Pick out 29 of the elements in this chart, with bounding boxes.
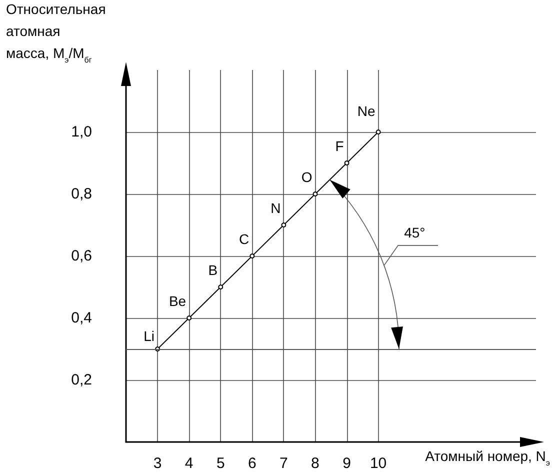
annotation: F <box>335 138 344 154</box>
x-tick-label: 3 <box>153 455 162 472</box>
x-tick-label: 5 <box>216 455 225 472</box>
annotation: Be <box>168 293 186 309</box>
point <box>218 284 224 290</box>
point <box>312 192 318 196</box>
y-tick-label: 0,8 <box>71 186 92 202</box>
x-tick-label: 9 <box>342 455 351 472</box>
point <box>344 160 350 166</box>
annotation: C <box>239 231 250 247</box>
y-tick-label: 0,6 <box>71 248 92 264</box>
y-tick-label: 0,4 <box>71 310 92 326</box>
annotation: 45° <box>404 224 426 240</box>
annotation: Ne <box>357 103 376 119</box>
annotation: N <box>270 200 281 216</box>
point <box>250 254 255 258</box>
annotation: B <box>208 262 218 278</box>
point <box>186 316 192 320</box>
x-tick-label: 6 <box>248 455 256 472</box>
y-tick-label: 0,2 <box>71 372 92 388</box>
y-tick-label: 1,0 <box>71 124 92 140</box>
annotation: O <box>301 169 312 185</box>
annotation: Li <box>144 328 155 344</box>
point <box>281 222 286 228</box>
x-tick-label: 10 <box>370 455 387 472</box>
x-tick-label: 7 <box>280 455 288 472</box>
x-tick-label: 8 <box>311 455 320 472</box>
x-tick-label: 4 <box>184 455 194 472</box>
point <box>376 130 381 134</box>
